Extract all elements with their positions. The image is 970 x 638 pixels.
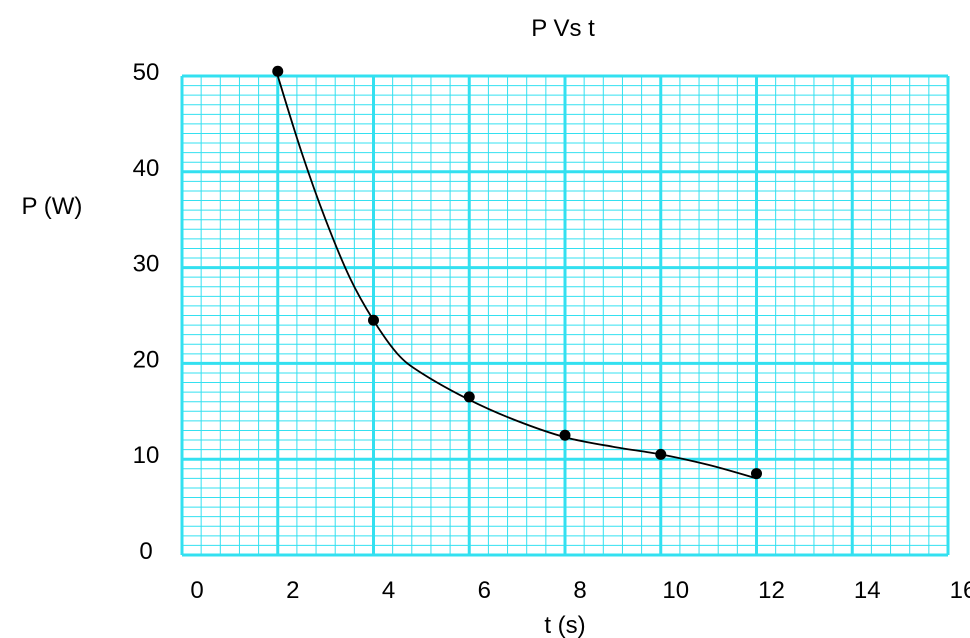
y-tick-label: 20 bbox=[133, 346, 160, 373]
x-tick-label: 8 bbox=[573, 577, 586, 604]
y-tick-label: 40 bbox=[133, 155, 160, 182]
x-tick-labels: 0 2 4 6 8 10 12 14 16 bbox=[190, 577, 970, 604]
x-tick-label: 4 bbox=[382, 577, 395, 604]
data-point bbox=[463, 391, 475, 403]
y-tick-label: 50 bbox=[133, 59, 160, 86]
y-tick-label: 10 bbox=[133, 442, 160, 469]
x-tick-label: 2 bbox=[286, 577, 299, 604]
data-point bbox=[751, 468, 762, 480]
y-tick-label: 0 bbox=[139, 538, 152, 565]
data-point bbox=[655, 448, 667, 460]
x-axis-label: t (s) bbox=[544, 612, 585, 638]
x-tick-label: 10 bbox=[662, 577, 689, 604]
fit-curve bbox=[276, 75, 757, 480]
data-points bbox=[272, 65, 762, 480]
x-tick-label: 0 bbox=[190, 577, 203, 604]
data-point bbox=[559, 429, 571, 441]
x-tick-label: 16 bbox=[950, 577, 970, 604]
x-tick-label: 6 bbox=[478, 577, 491, 604]
y-tick-label: 30 bbox=[133, 251, 160, 278]
y-tick-labels: 0 10 20 30 40 50 bbox=[133, 59, 160, 565]
y-axis-label: P (W) bbox=[22, 193, 83, 220]
chart-title: P Vs t bbox=[531, 15, 595, 42]
data-point bbox=[272, 65, 284, 77]
x-tick-label: 12 bbox=[758, 577, 785, 604]
data-point bbox=[368, 314, 379, 326]
major-grid bbox=[180, 74, 950, 557]
x-tick-label: 14 bbox=[854, 577, 881, 604]
